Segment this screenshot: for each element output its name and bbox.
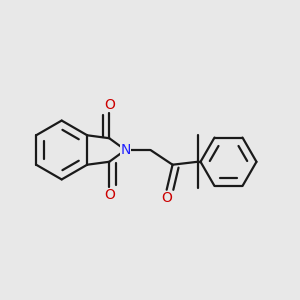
Text: N: N — [120, 143, 130, 157]
Text: O: O — [104, 188, 115, 202]
Text: O: O — [161, 191, 172, 205]
Text: O: O — [104, 98, 115, 112]
